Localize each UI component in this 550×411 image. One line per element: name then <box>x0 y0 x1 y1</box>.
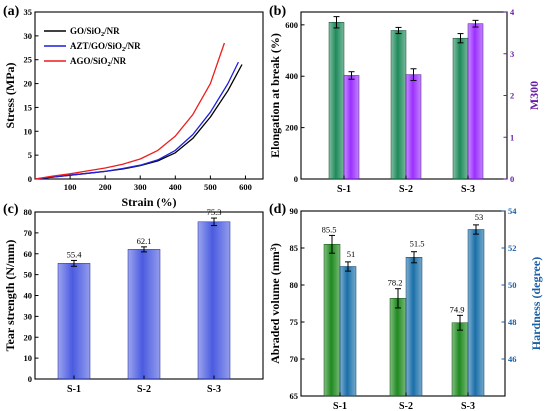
panel-b-ytick-right-label: 1 <box>510 132 514 142</box>
panel-d-ytick-label: 85 <box>290 243 299 253</box>
panel-b-ytick-label: 200 <box>285 123 298 133</box>
panel-c-bar-tear-strength <box>127 249 161 380</box>
panel-d-category-label: S-3 <box>461 401 475 411</box>
panel-c-ytick-label: 40 <box>24 291 33 301</box>
panel-a-y-axis-title: Stress (MPa) <box>3 62 17 128</box>
panel-c-data-label: 55.4 <box>67 249 83 259</box>
panel-a-legend-label-1: GO/SiO2/NR <box>70 26 120 38</box>
panel-c-bar-tear-strength <box>57 263 91 380</box>
panel-d-bar-hardness <box>467 229 485 397</box>
panel-b-label: (b) <box>269 4 286 19</box>
panel-a-legend-label-2: AZT/GO/SiO2/NR <box>70 41 141 53</box>
panel-d-ytick-right-label: 46 <box>508 354 517 364</box>
panel-c-bar-tear-strength <box>197 221 231 380</box>
panel-d-ytick-label: 80 <box>290 280 299 290</box>
panel-c-ytick-label: 10 <box>24 353 33 363</box>
panel-a-ytick-label: 20 <box>24 79 33 89</box>
panel-c-ytick-label: 70 <box>24 228 33 238</box>
panel-a-xtick-label: 200 <box>99 182 112 192</box>
panel-a-series-line-3 <box>34 42 226 180</box>
panel-a-xtick-label: 100 <box>64 182 77 192</box>
panel-b-bar-elongation <box>328 22 345 180</box>
panel-b-bar-m300 <box>467 23 484 180</box>
panel-d-data-label-abraded: 78.2 <box>388 278 403 288</box>
panel-b-ytick-label: 0 <box>294 174 298 184</box>
panel-d-ytick-right-label: 54 <box>508 206 517 216</box>
panel-a-ytick-label: 10 <box>24 126 33 136</box>
panel-d-data-label-abraded: 85.5 <box>322 224 337 234</box>
panel-d-bar-hardness <box>405 257 423 397</box>
panel-a-ytick-label: 30 <box>24 31 33 41</box>
panel-c-ytick-label: 20 <box>24 332 33 342</box>
panel-b-y-axis-title: Elongation at break (%) <box>268 33 282 158</box>
panel-a-xtick-label: 500 <box>204 182 217 192</box>
panel-d-bar-abraded-volume <box>389 298 407 397</box>
panel-d-ytick-label: 70 <box>290 354 299 364</box>
panel-d-bar-hardness <box>339 266 357 397</box>
panel-d-ytick-right-label: 50 <box>508 280 517 290</box>
panel-d-data-label-hardness: 51.5 <box>410 239 425 249</box>
panel-d-bar-abraded-volume <box>451 322 469 397</box>
panel-c-ytick-label: 0 <box>28 374 32 384</box>
panel-b-ytick-right-label: 4 <box>510 7 515 17</box>
panel-c-category-label: S-3 <box>207 384 221 395</box>
panel-b-bar-elongation <box>452 37 469 180</box>
panel-b-bar-elongation <box>390 30 407 180</box>
panel-b-ytick-right-label: 3 <box>510 49 514 59</box>
panel-d-data-label-hardness: 51 <box>347 249 356 259</box>
panel-d-bar-abraded-volume <box>323 244 341 397</box>
panel-d-data-label-hardness: 53 <box>475 212 484 222</box>
panel-c-ytick-label: 80 <box>24 207 33 217</box>
panel-c-category-label: S-1 <box>67 384 81 395</box>
panel-d-category-label: S-2 <box>399 401 413 411</box>
panel-a-xtick-label: 600 <box>239 182 252 192</box>
panel-a-legend-label-3: AGO/SiO2/NR <box>70 56 127 68</box>
panel-b-category-label: S-3 <box>461 184 475 195</box>
panel-d-ytick-label: 65 <box>290 391 299 401</box>
panel-b-category-label: S-1 <box>337 184 351 195</box>
panel-c-ytick-label: 30 <box>24 311 33 321</box>
panel-a-xtick-label: 400 <box>169 182 182 192</box>
panel-b-ytick-label: 400 <box>285 71 298 81</box>
panel-b-bar-m300 <box>405 74 422 180</box>
panel-b-ytick-right-label: 2 <box>510 91 514 101</box>
panel-a-series-line-2 <box>34 61 239 180</box>
panel-d-ytick-right-label: 52 <box>508 243 517 253</box>
panel-c-y-axis-title: Tear strength (N/mm) <box>3 240 17 352</box>
panel-d-label: (d) <box>269 202 286 217</box>
panel-b-ytick-right-label: 0 <box>510 174 514 184</box>
panel-c-ytick-label: 60 <box>24 249 33 259</box>
panel-d-category-label: S-1 <box>333 401 347 411</box>
panel-d-ytick-label: 90 <box>290 206 299 216</box>
panel-b-ytick-label: 600 <box>285 20 298 30</box>
panel-d-ytick-label: 75 <box>290 317 299 327</box>
panel-c-label: (c) <box>3 202 19 217</box>
panel-d-right-axis-title: Hardness (degree) <box>529 257 543 350</box>
panel-a-label: (a) <box>3 4 20 19</box>
panel-a-ytick-label: 15 <box>24 102 33 112</box>
panel-c-ytick-label: 50 <box>24 270 33 280</box>
panel-c-data-label: 75.3 <box>207 207 222 217</box>
panel-a-ytick-label: 35 <box>24 7 33 17</box>
panel-a-ytick-label: 0 <box>28 174 32 184</box>
panel-b-bar-m300 <box>343 75 360 180</box>
panel-a-ytick-label: 5 <box>28 150 32 160</box>
panel-a-frame <box>34 11 264 180</box>
panel-d-data-label-abraded: 74.9 <box>450 304 465 314</box>
panel-b-right-axis-title: M300 <box>527 81 541 110</box>
panel-d-y-axis-title: Abraded volume (mm3) <box>268 243 282 364</box>
panel-b-category-label: S-2 <box>399 184 413 195</box>
panel-a-ytick-label: 25 <box>24 55 33 65</box>
panel-d-ytick-right-label: 48 <box>508 317 517 327</box>
panel-c-category-label: S-2 <box>137 384 151 395</box>
panel-c-data-label: 62.1 <box>137 236 152 246</box>
panel-a-x-axis-title: Strain (%) <box>122 195 177 209</box>
panel-a-xtick-label: 300 <box>134 182 147 192</box>
